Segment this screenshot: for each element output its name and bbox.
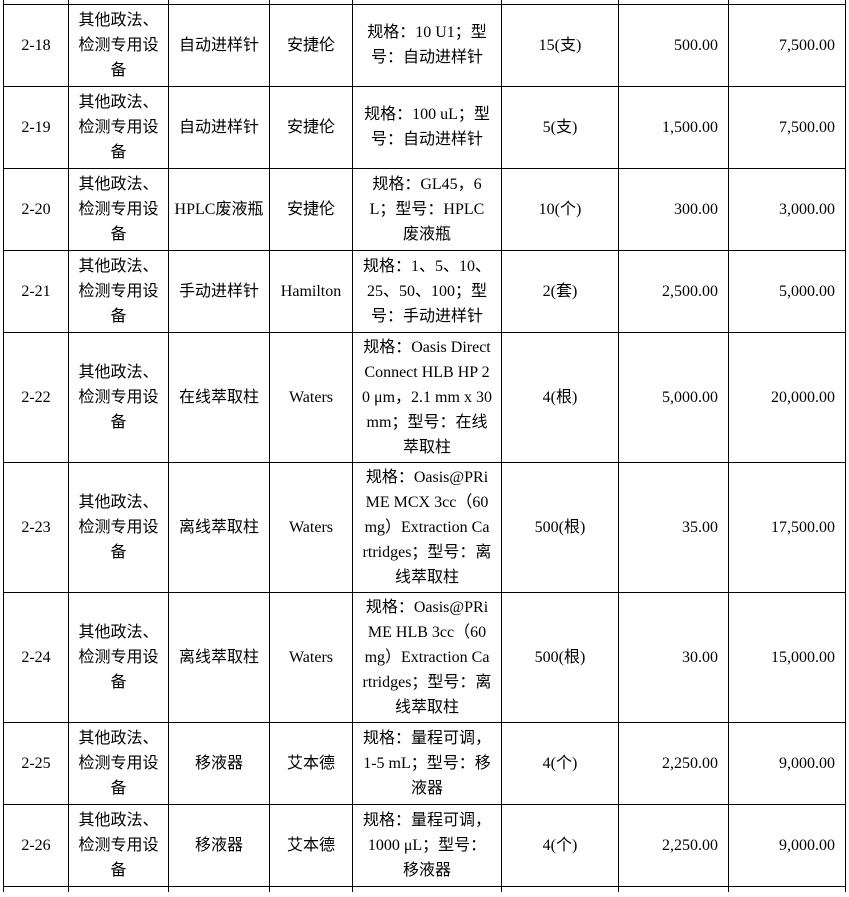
item-id-cell: 2-26 <box>3 803 69 887</box>
table-row: 2-24 其他政法、检测专用设备 离线萃取柱 Waters 规格：Oasis@P… <box>3 591 846 723</box>
quantity-cell: 5(支) <box>501 85 619 169</box>
table-row: 2-26 其他政法、检测专用设备 移液器 艾本德 规格：量程可调，1000 μL… <box>3 803 846 887</box>
brand-cell: Waters <box>269 591 353 723</box>
quantity-cell: 10(个) <box>501 167 619 251</box>
unit-price-cell: 30.00 <box>618 591 729 723</box>
quantity-cell: 15(支) <box>501 3 619 87</box>
quantity-cell: 2(套) <box>501 249 619 333</box>
spec-cell: 规格：Oasis Direct Connect HLB HP 20 μm，2.1… <box>352 331 502 463</box>
unit-price-cell: 2,250.00 <box>618 803 729 887</box>
category-cell: 其他政法、检测专用设备 <box>68 167 169 251</box>
quantity-cell: 4(个) <box>501 721 619 805</box>
brand-cell: 安捷伦 <box>269 85 353 169</box>
item-id-cell: 2-22 <box>3 331 69 463</box>
unit-price-cell: 2,250.00 <box>618 721 729 805</box>
item-id-cell: 2-20 <box>3 167 69 251</box>
spec-cell: 规格：Oasis@PRiME MCX 3cc（60 mg）Extraction … <box>352 461 502 593</box>
brand-cell: 安捷伦 <box>269 3 353 87</box>
unit-price-cell: 35.00 <box>618 461 729 593</box>
spec-cell: 规格：量程可调，1000 μL；型号：移液器 <box>352 803 502 887</box>
table-row: 2-18 其他政法、检测专用设备 自动进样针 安捷伦 规格：10 U1；型号：自… <box>3 3 846 87</box>
brand-cell: 安捷伦 <box>269 167 353 251</box>
procurement-table-body: 2-18 其他政法、检测专用设备 自动进样针 安捷伦 规格：10 U1；型号：自… <box>3 0 846 892</box>
brand-cell: Hamilton <box>269 249 353 333</box>
unit-price-cell: 1,500.00 <box>618 85 729 169</box>
total-price-cell: 9,000.00 <box>728 721 846 805</box>
category-cell: 其他政法、检测专用设备 <box>68 721 169 805</box>
spec-cell: 规格：100 uL；型号：自动进样针 <box>352 85 502 169</box>
category-cell: 其他政法、检测专用设备 <box>68 85 169 169</box>
total-price-cell: 20,000.00 <box>728 331 846 463</box>
device-name-cell: 手动进样针 <box>168 249 270 333</box>
device-name-cell: 移液器 <box>168 721 270 805</box>
category-cell: 其他政法、检测专用设备 <box>68 591 169 723</box>
item-id-cell: 2-23 <box>3 461 69 593</box>
table-row: 2-21 其他政法、检测专用设备 手动进样针 Hamilton 规格：1、5、1… <box>3 249 846 333</box>
total-price-cell: 15,000.00 <box>728 591 846 723</box>
unit-price-cell: 2,500.00 <box>618 249 729 333</box>
cropped-cell <box>3 885 69 892</box>
cropped-cell <box>168 885 270 892</box>
quantity-cell: 500(根) <box>501 591 619 723</box>
cropped-cell <box>618 885 729 892</box>
device-name-cell: HPLC废液瓶 <box>168 167 270 251</box>
quantity-cell: 4(个) <box>501 803 619 887</box>
device-name-cell: 自动进样针 <box>168 3 270 87</box>
table-row: 2-22 其他政法、检测专用设备 在线萃取柱 Waters 规格：Oasis D… <box>3 331 846 463</box>
item-id-cell: 2-25 <box>3 721 69 805</box>
unit-price-cell: 5,000.00 <box>618 331 729 463</box>
brand-cell: 艾本德 <box>269 803 353 887</box>
table-row: 2-23 其他政法、检测专用设备 离线萃取柱 Waters 规格：Oasis@P… <box>3 461 846 593</box>
category-cell: 其他政法、检测专用设备 <box>68 249 169 333</box>
item-id-cell: 2-24 <box>3 591 69 723</box>
category-cell: 其他政法、检测专用设备 <box>68 3 169 87</box>
quantity-cell: 500(根) <box>501 461 619 593</box>
total-price-cell: 7,500.00 <box>728 85 846 169</box>
brand-cell: Waters <box>269 331 353 463</box>
total-price-cell: 9,000.00 <box>728 803 846 887</box>
device-name-cell: 移液器 <box>168 803 270 887</box>
cropped-cell <box>352 885 502 892</box>
device-name-cell: 自动进样针 <box>168 85 270 169</box>
spec-cell: 规格：10 U1；型号：自动进样针 <box>352 3 502 87</box>
unit-price-cell: 300.00 <box>618 167 729 251</box>
cropped-cell <box>728 885 846 892</box>
item-id-cell: 2-21 <box>3 249 69 333</box>
cropped-cell <box>501 885 619 892</box>
item-id-cell: 2-19 <box>3 85 69 169</box>
spec-cell: 规格：量程可调，1-5 mL；型号：移液器 <box>352 721 502 805</box>
brand-cell: Waters <box>269 461 353 593</box>
device-name-cell: 离线萃取柱 <box>168 461 270 593</box>
category-cell: 其他政法、检测专用设备 <box>68 803 169 887</box>
device-name-cell: 离线萃取柱 <box>168 591 270 723</box>
category-cell: 其他政法、检测专用设备 <box>68 461 169 593</box>
cropped-cell <box>269 885 353 892</box>
spec-cell: 规格：Oasis@PRiME HLB 3cc（60 mg）Extraction … <box>352 591 502 723</box>
total-price-cell: 5,000.00 <box>728 249 846 333</box>
unit-price-cell: 500.00 <box>618 3 729 87</box>
brand-cell: 艾本德 <box>269 721 353 805</box>
device-name-cell: 在线萃取柱 <box>168 331 270 463</box>
item-id-cell: 2-18 <box>3 3 69 87</box>
cropped-row-bottom <box>3 885 846 892</box>
spec-cell: 规格：1、5、10、25、50、100；型号：手动进样针 <box>352 249 502 333</box>
table-row: 2-19 其他政法、检测专用设备 自动进样针 安捷伦 规格：100 uL；型号：… <box>3 85 846 169</box>
category-cell: 其他政法、检测专用设备 <box>68 331 169 463</box>
total-price-cell: 17,500.00 <box>728 461 846 593</box>
total-price-cell: 3,000.00 <box>728 167 846 251</box>
table-row: 2-25 其他政法、检测专用设备 移液器 艾本德 规格：量程可调，1-5 mL；… <box>3 721 846 805</box>
quantity-cell: 4(根) <box>501 331 619 463</box>
procurement-table: 2-18 其他政法、检测专用设备 自动进样针 安捷伦 规格：10 U1；型号：自… <box>3 0 846 892</box>
spec-cell: 规格：GL45，6 L；型号：HPLC废液瓶 <box>352 167 502 251</box>
cropped-cell <box>68 885 169 892</box>
total-price-cell: 7,500.00 <box>728 3 846 87</box>
table-row: 2-20 其他政法、检测专用设备 HPLC废液瓶 安捷伦 规格：GL45，6 L… <box>3 167 846 251</box>
